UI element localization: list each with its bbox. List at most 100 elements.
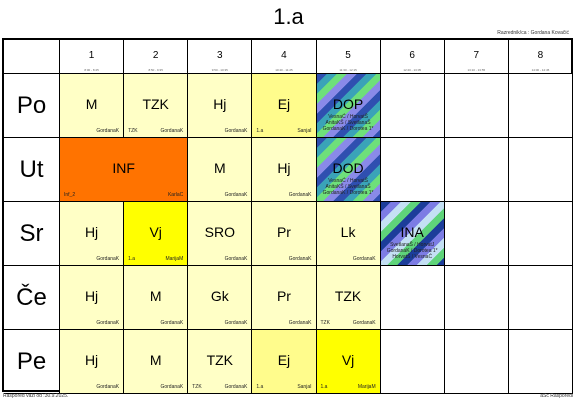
period-number: 4	[281, 50, 287, 61]
period-number: 1	[88, 50, 95, 61]
lesson-teacher: MarijaM	[165, 256, 184, 262]
lesson-group-line: AnitaKŠ / SvetlanaŠ	[325, 120, 371, 126]
period-number: 6	[409, 50, 415, 61]
empty-slot	[508, 266, 573, 330]
lesson-inf[interactable]: INF Inf_2 KarlaC	[60, 138, 189, 202]
lesson-teacher: GordanaK	[352, 256, 376, 262]
empty-slot	[444, 202, 509, 266]
lesson-group-line: GordanaK / Dorotea 1*	[386, 248, 438, 254]
day-label-ut: Ut	[4, 138, 60, 202]
lesson-tzk[interactable]: TZK TZK GordanaK	[316, 266, 381, 330]
period-time: 8:00 - 8:45	[84, 68, 99, 72]
lesson-room: 1.a	[256, 128, 264, 134]
lesson-teacher: GordanaK	[160, 128, 184, 134]
day-label-po: Po	[4, 74, 60, 138]
lesson-group-line: GordanaK / Dorotea 1*	[322, 126, 374, 132]
lesson-subject: M	[149, 352, 162, 368]
period-number: 2	[152, 50, 159, 61]
day-label-pe: Pe	[4, 330, 60, 394]
lesson-teacher: KarlaC	[167, 192, 184, 198]
lesson-tzk[interactable]: TZK TZK GordanaK	[188, 330, 253, 394]
lesson-dop[interactable]: DOP VesnaĆ / HorvatŠ AnitaKŠ / SvetlanaŠ Go…	[316, 74, 381, 138]
lesson-group-line: HorvatŠ / VesnaĆ	[392, 254, 433, 260]
lesson-teacher: GordanaK	[96, 256, 120, 262]
lesson-room: Inf_2	[64, 192, 76, 198]
lesson-m[interactable]: M GordanaK	[188, 138, 253, 202]
lesson-m[interactable]: M GordanaK	[60, 74, 125, 138]
lesson-room: TZK	[192, 384, 202, 390]
lesson-hj[interactable]: Hj GordanaK	[60, 266, 125, 330]
empty-slot	[444, 74, 509, 138]
lesson-teacher: GordanaK	[96, 320, 120, 326]
lesson-room: TZK	[320, 320, 330, 326]
lesson-subject: TZK	[206, 352, 234, 368]
period-header-5: 5 11:30 - 12:15	[316, 40, 381, 74]
lesson-subject: DOP	[332, 96, 364, 112]
lesson-pr[interactable]: Pr GordanaK	[252, 202, 317, 266]
lesson-subject: TZK	[142, 96, 169, 112]
period-header-2: 2 8:50 - 9:35	[124, 40, 189, 74]
period-header-1: 1 8:00 - 8:45	[60, 40, 125, 74]
lesson-m[interactable]: M GordanaK	[124, 330, 189, 394]
lesson-subject: Pr	[276, 288, 291, 304]
lesson-subject: INA	[400, 224, 424, 240]
lesson-hj[interactable]: Hj GordanaK	[60, 330, 125, 394]
lesson-hj[interactable]: Hj GordanaK	[188, 74, 253, 138]
lesson-subject: M	[213, 160, 226, 176]
lesson-pr[interactable]: Pr GordanaK	[252, 266, 317, 330]
lesson-vj[interactable]: Vj 1.a MarijaM	[124, 202, 189, 266]
lesson-teacher: SanjaI	[297, 128, 312, 134]
lesson-room: 1.a	[256, 384, 264, 390]
period-header-6: 6 12:20 - 13:05	[380, 40, 445, 74]
lesson-hj[interactable]: Hj GordanaK	[252, 138, 317, 202]
lesson-subject: M	[85, 96, 98, 112]
empty-slot	[508, 138, 573, 202]
lesson-subject: TZK	[334, 288, 362, 304]
empty-slot	[380, 138, 445, 202]
timetable-grid: 1 8:00 - 8:45 2 8:50 - 9:35 3 9:50 - 10:35 4 10…	[2, 38, 573, 394]
lesson-vj[interactable]: Vj 1.a MarijaM	[316, 330, 381, 394]
grid-corner	[4, 40, 60, 74]
empty-slot	[508, 74, 573, 138]
lesson-sro[interactable]: SRO GordanaK	[188, 202, 253, 266]
lesson-teacher: GordanaK	[224, 192, 248, 198]
lesson-teacher: GordanaK	[288, 320, 312, 326]
lesson-lk[interactable]: Lk GordanaK	[316, 202, 381, 266]
lesson-teacher: GordanaK	[224, 128, 248, 134]
lesson-dod[interactable]: DOD VesnaĆ / HorvatŠ AnitaKŠ / SvetlanaŠ Go…	[316, 138, 381, 202]
lesson-teacher: GordanaK	[288, 256, 312, 262]
lesson-teacher: GordanaK	[160, 320, 184, 326]
lesson-group-line: SvetlanaŠ / HorvatJ	[390, 242, 435, 248]
period-header-3: 3 9:50 - 10:35	[188, 40, 253, 74]
lesson-tzk[interactable]: TZK TZK GordanaK	[124, 74, 189, 138]
lesson-teacher: GordanaK	[96, 384, 120, 390]
period-time: 13:10 - 13:55	[467, 68, 486, 72]
lesson-teacher: GordanaK	[352, 320, 376, 326]
lesson-subject: Ej	[277, 96, 291, 112]
lesson-ina[interactable]: INA SvetlanaŠ / HorvatJ GordanaK / Dorotea…	[380, 202, 445, 266]
day-label-sr: Sr	[4, 202, 60, 266]
lesson-ej[interactable]: Ej 1.a SanjaI	[252, 330, 317, 394]
lesson-teacher: GordanaK	[288, 192, 312, 198]
empty-slot	[444, 266, 509, 330]
lesson-group-line: VesnaĆ / HorvatŠ	[328, 114, 368, 120]
lesson-room: 1.a	[320, 384, 328, 390]
lesson-hj[interactable]: Hj GordanaK	[60, 202, 125, 266]
empty-slot	[508, 330, 573, 394]
lesson-teacher: GordanaK	[96, 128, 120, 134]
class-teacher: Razrednik/ca : Gordana Kovačić	[497, 30, 569, 36]
empty-slot	[380, 74, 445, 138]
lesson-subject: Hj	[277, 160, 291, 176]
period-time: 12:20 - 13:05	[403, 68, 422, 72]
lesson-gk[interactable]: Gk GordanaK	[188, 266, 253, 330]
lesson-subject: Lk	[340, 224, 356, 240]
lesson-subject: Vj	[149, 224, 162, 240]
lesson-room: TZK	[128, 128, 138, 134]
valid-from-note: Raspored važi od :30.9.2025.	[3, 393, 69, 399]
lesson-m[interactable]: M GordanaK	[124, 266, 189, 330]
lesson-room: 1.a	[128, 256, 136, 262]
lesson-subject: SRO	[204, 224, 235, 240]
lesson-subject: Hj	[84, 224, 99, 240]
period-number: 3	[217, 50, 223, 61]
lesson-ej[interactable]: Ej 1.a SanjaI	[252, 74, 317, 138]
